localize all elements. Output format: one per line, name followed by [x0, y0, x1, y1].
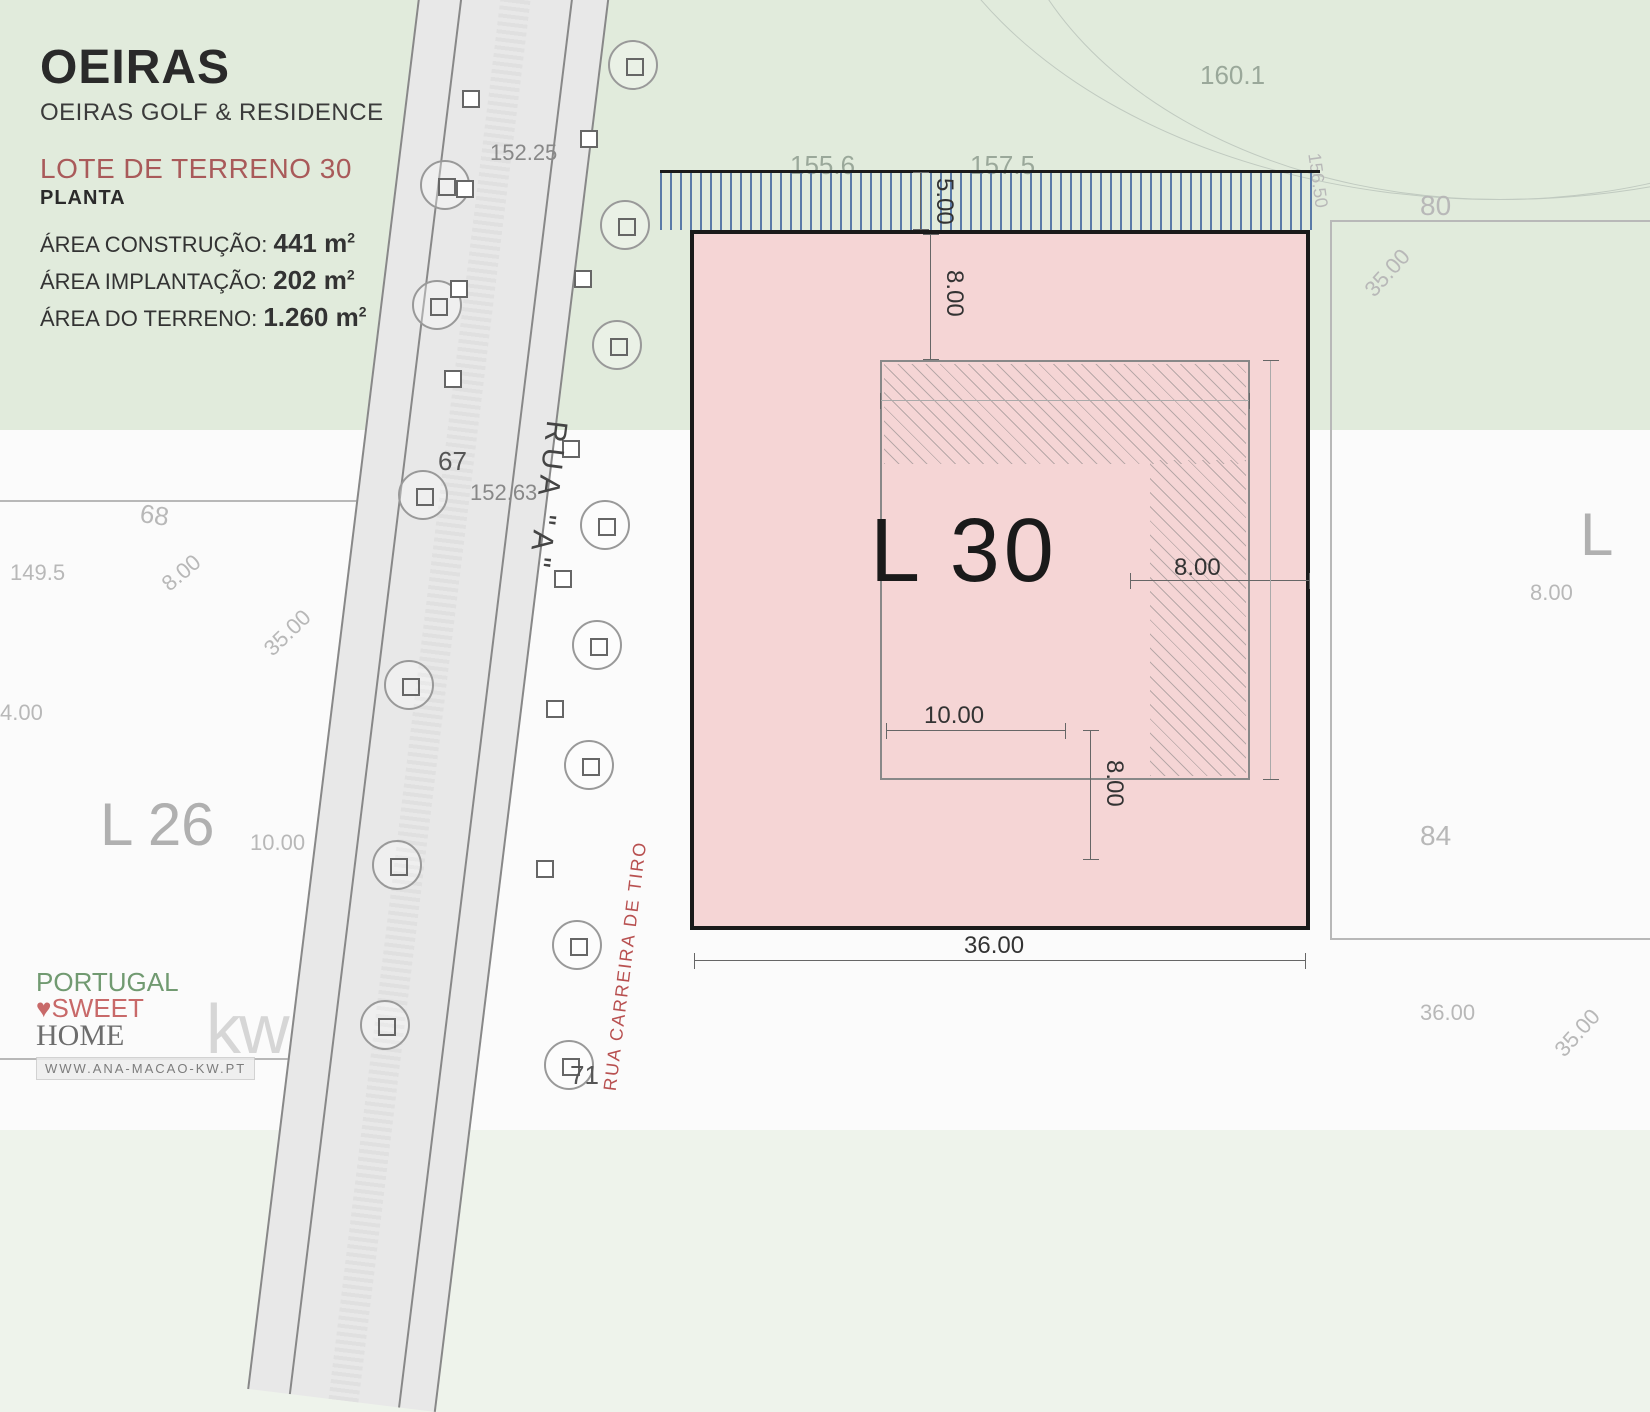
utility-box — [444, 370, 462, 388]
dim-value: 36.00 — [960, 932, 1028, 960]
lot-number: 67 — [438, 446, 467, 477]
dim-line — [920, 172, 921, 230]
lot-right-label: L — [1580, 500, 1613, 569]
dim-line — [1270, 360, 1271, 780]
info-panel: OEIRAS OEIRAS GOLF & RESIDENCE LOTE DE T… — [40, 40, 384, 333]
dim-label: 149.5 — [10, 560, 65, 586]
location-title: OEIRAS — [40, 40, 384, 95]
utility-box — [574, 270, 592, 288]
lot-26-label: L 26 — [100, 790, 215, 859]
dim-line — [886, 730, 1066, 731]
utility-box — [580, 130, 598, 148]
num-label: 68 — [138, 498, 171, 533]
utility-box — [456, 180, 474, 198]
area-implantation: ÁREA IMPLANTAÇÃO: 202 m2 — [40, 265, 384, 296]
dim-label: 10.00 — [250, 830, 305, 856]
dim-value: 5.00 — [926, 178, 962, 225]
area-construction: ÁREA CONSTRUÇÃO: 441 m2 — [40, 228, 384, 259]
setback-hatch — [660, 170, 1320, 230]
tree-marker — [580, 500, 630, 550]
dim-label: 36.00 — [1420, 1000, 1475, 1026]
dim-label: 8.00 — [1530, 580, 1573, 606]
building-hatch — [1150, 460, 1246, 776]
lot-heading: LOTE DE TERRENO 30 — [40, 153, 384, 185]
dim-value: 8.00 — [1096, 760, 1132, 807]
utility-box — [462, 90, 480, 108]
elevation-marker: 152.63 — [470, 480, 537, 506]
building-hatch — [884, 364, 1246, 464]
tree-marker — [384, 660, 434, 710]
tree-marker — [608, 40, 658, 90]
branding-block: PORTUGAL ♥SWEET HOME kw WWW.ANA-MACAO-KW… — [36, 969, 255, 1080]
elevation-marker: 152.25 — [490, 140, 557, 166]
tree-marker — [600, 200, 650, 250]
lot-number: 71 — [570, 1060, 599, 1091]
utility-box — [554, 570, 572, 588]
dim-value: 8.00 — [1170, 554, 1225, 582]
dim-label: 4.00 — [0, 700, 43, 726]
tree-marker — [572, 620, 622, 670]
area-terrain: ÁREA DO TERRENO: 1.260 m2 — [40, 302, 384, 333]
num-label: 80 — [1420, 190, 1451, 222]
utility-box — [536, 860, 554, 878]
dim-line — [880, 400, 1250, 401]
project-subtitle: OEIRAS GOLF & RESIDENCE — [40, 99, 384, 127]
dim-line — [1090, 730, 1091, 860]
dim-value: 8.00 — [936, 270, 972, 317]
num-label: 84 — [1420, 820, 1451, 852]
tree-marker — [360, 1000, 410, 1050]
dim-line — [694, 960, 1306, 961]
elevation-label: 160.1 — [1200, 60, 1265, 91]
tree-marker — [564, 740, 614, 790]
utility-box — [546, 700, 564, 718]
tree-marker — [592, 320, 642, 370]
tree-marker — [372, 840, 422, 890]
tree-marker — [398, 470, 448, 520]
site-plan-canvas: 160.1 157.5 155.6 L 26 149.5 8.00 35.00 … — [0, 0, 1650, 1100]
tree-marker — [552, 920, 602, 970]
plan-label: PLANTA — [40, 187, 384, 210]
dim-line — [930, 234, 931, 360]
lot-right-outline — [1330, 220, 1650, 940]
utility-box — [450, 280, 468, 298]
logo-kw: kw — [206, 989, 288, 1069]
dim-value: 10.00 — [920, 702, 988, 730]
lot-30-label: L 30 — [870, 500, 1058, 603]
